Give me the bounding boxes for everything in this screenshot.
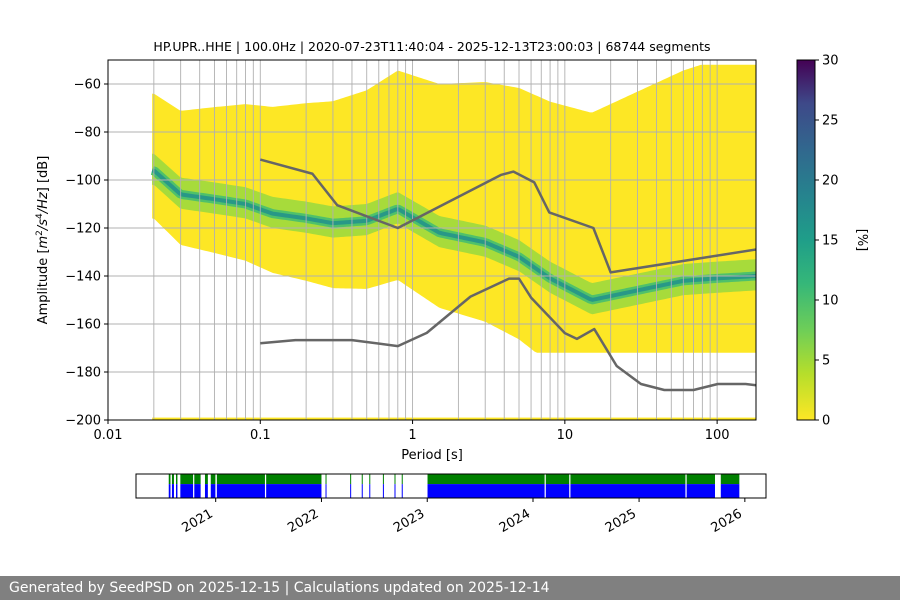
probability-density-field <box>150 64 756 420</box>
y-tick-label: −100 <box>65 174 101 189</box>
coverage-tick-label: 2021 <box>180 506 216 536</box>
plot-frame <box>107 59 757 421</box>
coverage-processed-bar <box>171 474 174 485</box>
coverage-frame <box>135 473 767 499</box>
colorbar-tick-label: 25 <box>822 114 839 129</box>
chart-title: HP.UPR..HHE | 100.0Hz | 2020-07-23T11:40… <box>153 39 710 54</box>
coverage-available-bar <box>175 484 178 498</box>
colorbar-ticks: 0 5 10 15 20 25 30 <box>815 54 839 429</box>
coverage-tick-label: 2025 <box>603 506 639 536</box>
coverage-processed-bar <box>350 474 352 485</box>
y-tick-label: −80 <box>74 126 101 141</box>
noise-models <box>259 158 756 392</box>
coverage-gap-mark <box>569 474 571 498</box>
coverage-available-bar <box>168 484 171 498</box>
x-tick-label: 1 <box>408 428 416 443</box>
coverage-available-bar <box>427 484 715 498</box>
pdf-core <box>151 168 756 302</box>
nhnm-curve <box>259 158 756 274</box>
colorbar-tick-label: 5 <box>822 354 830 369</box>
coverage-available-bar <box>350 484 352 498</box>
x-axis-label: Period [s] <box>401 448 463 463</box>
coverage-date-ticks: 2021 2022 2023 2024 2025 2026 <box>180 498 746 536</box>
grid-lines <box>108 60 756 420</box>
footer-bar: Generated by SeedPSD on 2025-12-15 | Cal… <box>0 576 900 600</box>
coverage-tick-label: 2024 <box>497 506 533 536</box>
coverage-bars <box>168 474 740 498</box>
coverage-gap-mark <box>544 474 546 498</box>
coverage-gap-mark <box>685 474 687 498</box>
coverage-available-bar <box>361 484 363 498</box>
coverage-available-bar <box>210 484 216 498</box>
coverage-processed-bar <box>394 474 396 485</box>
coverage-gap-mark <box>264 474 267 498</box>
data-coverage-panel: 2021 2022 2023 2024 2025 2026 <box>135 473 767 536</box>
psd-plot-area: 0.01 0.1 1 10 100 −60 −80 −100 −120 −140 −160 −180… <box>35 59 757 463</box>
coverage-tick-label: 2023 <box>391 506 427 536</box>
footer-text: Generated by SeedPSD on 2025-12-15 | Cal… <box>9 580 550 596</box>
y-tick-label: −160 <box>65 318 101 333</box>
colorbar: 0 5 10 15 20 25 30 [%] <box>796 54 869 429</box>
x-tick-label: 0.1 <box>250 428 271 443</box>
coverage-gap-mark <box>193 474 195 498</box>
coverage-processed-bar <box>210 474 216 485</box>
coverage-tick-label: 2022 <box>285 506 321 536</box>
coverage-processed-bar <box>382 474 384 485</box>
x-tick-label: 10 <box>557 428 574 443</box>
x-axis-ticks: 0.01 0.1 1 10 100 <box>94 420 730 443</box>
pdf-floor <box>152 417 756 420</box>
coverage-processed-bar <box>427 474 715 485</box>
coverage-available-bar <box>720 484 740 498</box>
coverage-processed-bar <box>216 474 322 485</box>
coverage-processed-bar <box>168 474 171 485</box>
colorbar-label: [%] <box>854 229 869 252</box>
y-tick-label: −140 <box>65 270 101 285</box>
colorbar-gradient <box>796 59 816 421</box>
coverage-available-bar <box>401 484 403 498</box>
coverage-available-bar <box>369 484 371 498</box>
x-tick-label: 0.01 <box>94 428 123 443</box>
colorbar-tick-label: 30 <box>822 54 839 69</box>
coverage-available-bar <box>171 484 174 498</box>
coverage-processed-bar <box>401 474 403 485</box>
y-tick-label: −180 <box>65 366 101 381</box>
coverage-processed-bar <box>361 474 363 485</box>
y-tick-label: −60 <box>74 78 101 93</box>
coverage-available-bar <box>180 484 201 498</box>
coverage-available-bar <box>382 484 384 498</box>
coverage-tick-label: 2026 <box>709 506 745 536</box>
coverage-processed-bar <box>180 474 201 485</box>
x-tick-label: 100 <box>705 428 730 443</box>
coverage-processed-bar <box>204 474 208 485</box>
coverage-processed-bar <box>175 474 178 485</box>
coverage-processed-bar <box>369 474 371 485</box>
colorbar-tick-label: 15 <box>822 234 839 249</box>
coverage-processed-bar <box>720 474 740 485</box>
colorbar-tick-label: 0 <box>822 414 830 429</box>
colorbar-tick-label: 20 <box>822 174 839 189</box>
y-axis-ticks: −60 −80 −100 −120 −140 −160 −180 −200 <box>65 78 108 429</box>
y-tick-label: −120 <box>65 222 101 237</box>
psd-figure: HP.UPR..HHE | 100.0Hz | 2020-07-23T11:40… <box>35 39 869 536</box>
coverage-processed-bar <box>325 474 327 485</box>
nlnm-curve <box>260 277 756 392</box>
coverage-available-bar <box>204 484 208 498</box>
y-axis-label: Amplitude [m2/s4/Hz] [dB] <box>35 156 51 325</box>
y-tick-label: −200 <box>65 414 101 429</box>
coverage-available-bar <box>216 484 322 498</box>
colorbar-tick-label: 10 <box>822 294 839 309</box>
coverage-available-bar <box>325 484 327 498</box>
coverage-available-bar <box>394 484 396 498</box>
